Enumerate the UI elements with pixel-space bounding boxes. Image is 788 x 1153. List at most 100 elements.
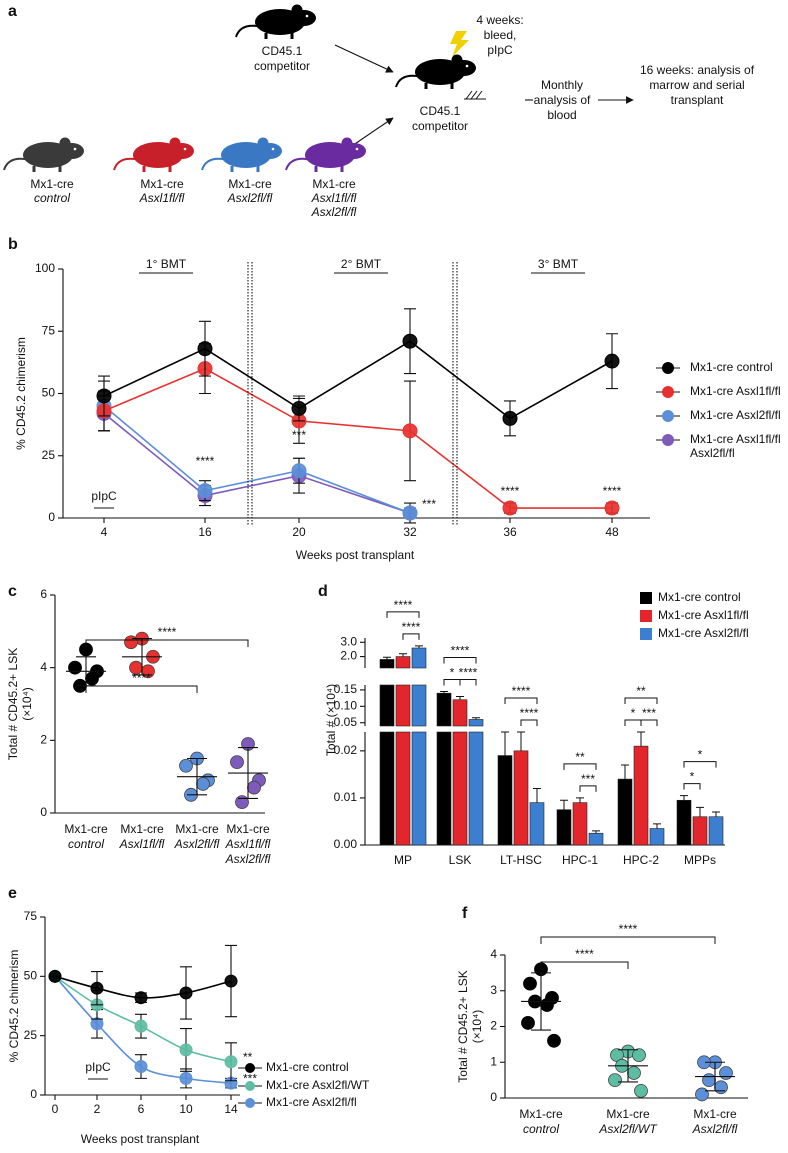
mouse-eye bbox=[271, 147, 275, 151]
x-tick-label: Asxl1fl/fl bbox=[119, 837, 165, 851]
significance-bracket bbox=[540, 961, 629, 969]
x-tick-label: 0 bbox=[52, 1102, 59, 1116]
mouse bbox=[113, 137, 194, 172]
data-point bbox=[502, 500, 518, 516]
significance: **** bbox=[575, 947, 594, 961]
series-line bbox=[103, 367, 612, 509]
mouse-tail bbox=[3, 157, 26, 171]
diagram-label: transplant bbox=[671, 93, 724, 107]
mouse-label: Asxl1fl/fl bbox=[139, 191, 185, 205]
error-bar bbox=[472, 717, 480, 720]
error-bar bbox=[383, 656, 391, 660]
mouse-label: Asxl2fl/fl bbox=[311, 205, 357, 219]
bar bbox=[395, 684, 411, 727]
significance: ** bbox=[636, 684, 646, 698]
y-tick-label: 3 bbox=[490, 983, 497, 997]
data-point bbox=[235, 795, 249, 809]
data-point bbox=[627, 1066, 641, 1080]
error-bar bbox=[653, 823, 661, 829]
x-axis-title: Weeks post transplant bbox=[296, 548, 415, 562]
x-tick-label: MPPs bbox=[684, 853, 716, 867]
mouse-ear bbox=[291, 4, 303, 16]
bar bbox=[588, 832, 604, 846]
bar bbox=[572, 802, 588, 846]
mouse-body bbox=[133, 142, 183, 168]
y-axis-title: Total # (×10⁴) bbox=[324, 684, 338, 756]
mouse-feet bbox=[314, 166, 344, 172]
bar bbox=[617, 778, 633, 846]
significance: **** bbox=[603, 484, 622, 498]
mouse bbox=[285, 137, 366, 172]
data-point bbox=[540, 998, 554, 1012]
data-point bbox=[196, 777, 210, 791]
significance-bracket bbox=[443, 679, 461, 686]
x-tick-label: Mx1-cre bbox=[693, 1107, 737, 1121]
significance: *** bbox=[422, 497, 436, 511]
data-point bbox=[402, 505, 418, 521]
significance: **** bbox=[619, 922, 638, 936]
bar bbox=[436, 731, 452, 846]
data-point bbox=[134, 1060, 148, 1074]
data-point bbox=[179, 986, 193, 1000]
bar bbox=[411, 684, 427, 727]
data-point bbox=[502, 410, 518, 426]
bar bbox=[411, 647, 427, 669]
y-tick-label: 100 bbox=[35, 261, 55, 275]
mouse bbox=[201, 137, 282, 172]
series-line bbox=[103, 340, 613, 420]
panel-letter: f bbox=[462, 905, 468, 922]
error-bar bbox=[399, 653, 407, 657]
y-tick-label: 0.00 bbox=[334, 837, 358, 851]
legend-marker bbox=[245, 1063, 255, 1073]
error-bar bbox=[637, 731, 645, 747]
x-tick-label: Asxl2fl/WT bbox=[598, 1122, 658, 1136]
significance: **** bbox=[451, 644, 470, 658]
arrow bbox=[334, 44, 394, 73]
error-bar bbox=[238, 747, 258, 800]
mouse-eye bbox=[183, 147, 187, 151]
section-label: 2° BMT bbox=[341, 257, 382, 271]
mouse-tail bbox=[113, 157, 136, 171]
error-bar bbox=[440, 691, 448, 694]
significance: ** bbox=[243, 1050, 253, 1064]
x-tick-label: Mx1-cre bbox=[606, 1107, 650, 1121]
data-point bbox=[124, 635, 138, 650]
mouse-feet bbox=[264, 33, 294, 39]
significance-bracket bbox=[624, 719, 642, 726]
significance-bracket bbox=[683, 761, 717, 768]
mouse-label: Asxl2fl/fl bbox=[227, 191, 273, 205]
data-point bbox=[521, 1016, 535, 1030]
diagram-label: 4 weeks: bbox=[476, 13, 523, 27]
mouse bbox=[3, 137, 84, 172]
error-bar bbox=[517, 731, 525, 751]
x-tick-label: 16 bbox=[198, 525, 212, 539]
legend-label: Mx1-cre Asxl1fl/fl bbox=[690, 384, 781, 398]
y-tick-label: 0 bbox=[30, 1087, 37, 1101]
x-tick-label: 6 bbox=[138, 1102, 145, 1116]
bar bbox=[379, 731, 395, 846]
significance: **** bbox=[512, 684, 531, 698]
error-bar bbox=[531, 972, 551, 1031]
significance: *** bbox=[581, 772, 595, 786]
y-axis-title: % CD45.2 chimerism bbox=[7, 950, 21, 1063]
mouse-label: Mx1-cre bbox=[228, 177, 272, 191]
mouse-tail bbox=[201, 157, 224, 171]
legend-label: Mx1-cre control bbox=[266, 1060, 349, 1074]
legend-marker bbox=[245, 1098, 255, 1108]
data-point bbox=[604, 500, 620, 516]
data-point bbox=[68, 660, 82, 675]
bar bbox=[452, 731, 468, 846]
data-point bbox=[179, 1071, 193, 1085]
mouse-body bbox=[305, 142, 355, 168]
significance-bracket bbox=[459, 679, 477, 686]
y-axis-title: Total # CD45.2+ LSK bbox=[456, 970, 470, 1082]
y-tick-label: 0.01 bbox=[334, 790, 358, 804]
y-tick-label: 0 bbox=[40, 805, 47, 819]
x-tick-label: 14 bbox=[224, 1102, 238, 1116]
y-axis-title: % CD45.2 chimerism bbox=[14, 337, 28, 450]
y-axis-title: (×10⁴) bbox=[20, 687, 34, 721]
error-bar bbox=[560, 799, 568, 810]
y-tick-label: 4 bbox=[40, 660, 47, 674]
y-tick-label: 50 bbox=[42, 386, 56, 400]
